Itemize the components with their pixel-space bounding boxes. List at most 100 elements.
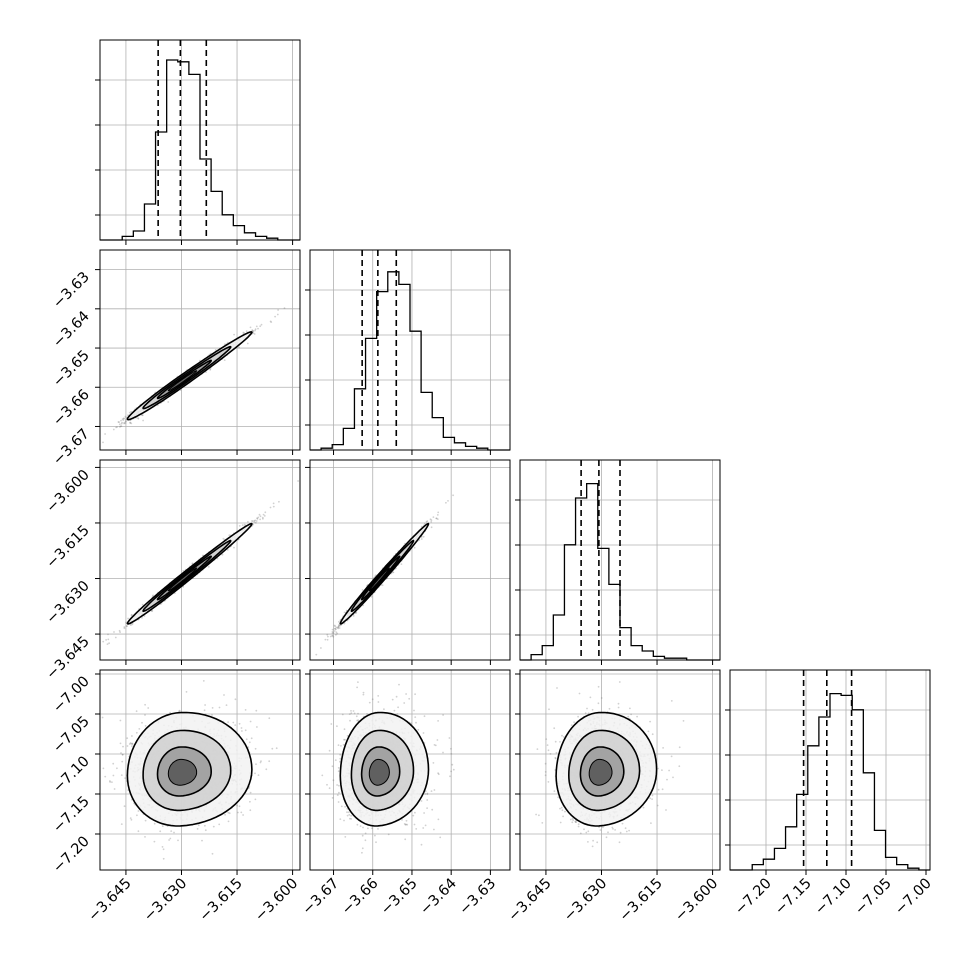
sample-point xyxy=(130,422,133,425)
sample-point xyxy=(120,823,123,825)
sample-point xyxy=(256,518,259,520)
sample-point xyxy=(262,517,264,520)
sample-point xyxy=(125,419,127,421)
sample-point xyxy=(315,653,318,656)
scatter-panel xyxy=(305,459,511,665)
sample-point xyxy=(204,704,206,706)
sample-point xyxy=(255,520,258,522)
sample-point xyxy=(233,546,235,549)
sample-point xyxy=(336,626,339,629)
sample-point xyxy=(125,420,127,423)
sample-point xyxy=(381,584,384,587)
sample-point xyxy=(124,422,127,425)
y-tick-label: −3.67 xyxy=(50,426,93,469)
sample-point xyxy=(272,505,275,508)
sample-point xyxy=(324,638,327,641)
sample-point xyxy=(159,830,162,833)
sample-point xyxy=(125,621,127,624)
sample-point xyxy=(127,617,129,620)
sample-point xyxy=(135,710,138,713)
sample-point xyxy=(130,614,133,617)
sample-point xyxy=(269,506,272,509)
sample-point xyxy=(276,313,279,316)
sample-point xyxy=(122,419,125,421)
sample-point xyxy=(278,500,280,503)
sample-point xyxy=(253,333,256,335)
sample-point xyxy=(255,325,258,328)
sample-point xyxy=(327,635,329,638)
sample-point xyxy=(228,534,231,537)
sample-point xyxy=(209,368,212,371)
sample-point xyxy=(447,500,449,502)
sample-point xyxy=(167,401,170,403)
sample-point xyxy=(430,526,433,529)
sample-point xyxy=(119,631,121,633)
sample-point xyxy=(108,642,110,645)
sample-point xyxy=(333,630,336,632)
sample-point xyxy=(263,515,266,517)
sample-point xyxy=(119,426,121,428)
sample-point xyxy=(400,563,403,565)
sample-point xyxy=(141,414,144,417)
sample-point xyxy=(430,521,433,523)
sample-point xyxy=(117,421,120,423)
axes-frame xyxy=(99,39,301,241)
sample-point xyxy=(124,421,127,423)
sample-point xyxy=(137,417,140,420)
sample-point xyxy=(254,772,256,775)
y-tick-label: −3.600 xyxy=(44,467,93,516)
y-tick-label: −3.66 xyxy=(50,387,93,430)
sample-point xyxy=(128,411,131,414)
sample-point xyxy=(152,594,154,597)
sample-point xyxy=(338,620,340,623)
sample-point xyxy=(104,775,107,778)
sample-point xyxy=(260,323,263,326)
sample-point xyxy=(259,325,262,328)
sample-point xyxy=(123,805,126,808)
sample-point xyxy=(129,817,132,819)
sample-point xyxy=(270,321,273,323)
sample-point xyxy=(144,714,146,716)
sample-point xyxy=(130,818,133,821)
sample-point xyxy=(326,638,329,641)
sample-point xyxy=(248,741,251,744)
sample-point xyxy=(332,635,335,638)
sample-point xyxy=(240,811,243,814)
sample-point xyxy=(112,428,115,431)
sample-point xyxy=(126,625,128,627)
y-tick-label: −3.630 xyxy=(44,578,93,627)
sample-point xyxy=(119,425,122,428)
sample-point xyxy=(329,635,332,638)
y-tick-label: −3.64 xyxy=(50,308,93,351)
sample-point xyxy=(123,626,126,628)
sample-point xyxy=(249,326,252,329)
sample-point xyxy=(116,767,118,770)
sample-point xyxy=(119,719,122,722)
sample-point xyxy=(211,707,214,709)
sample-point xyxy=(118,423,121,426)
sample-point xyxy=(238,346,240,349)
sample-point xyxy=(333,624,336,627)
sample-point xyxy=(432,516,435,518)
axes-frame xyxy=(309,459,511,661)
sample-point xyxy=(258,513,261,516)
sample-point xyxy=(238,525,241,527)
sample-point xyxy=(257,327,259,330)
sample-point xyxy=(297,480,299,482)
sample-point xyxy=(272,502,275,505)
sample-point xyxy=(336,632,339,635)
sample-point xyxy=(107,638,110,641)
sample-point xyxy=(259,515,262,518)
sample-point xyxy=(252,330,255,333)
sample-point xyxy=(246,342,249,345)
sample-point xyxy=(242,331,245,334)
sample-point xyxy=(274,315,276,318)
y-tick-label: −3.615 xyxy=(44,522,93,571)
sample-point xyxy=(413,546,416,549)
sample-point xyxy=(123,417,125,420)
scatter-panel: −3.645 −3.630 −3.615 −3.600−7.20−7.15−7.10−… xyxy=(50,669,301,925)
sample-point xyxy=(320,647,322,649)
sample-point xyxy=(115,426,117,429)
sample-point xyxy=(127,414,129,417)
